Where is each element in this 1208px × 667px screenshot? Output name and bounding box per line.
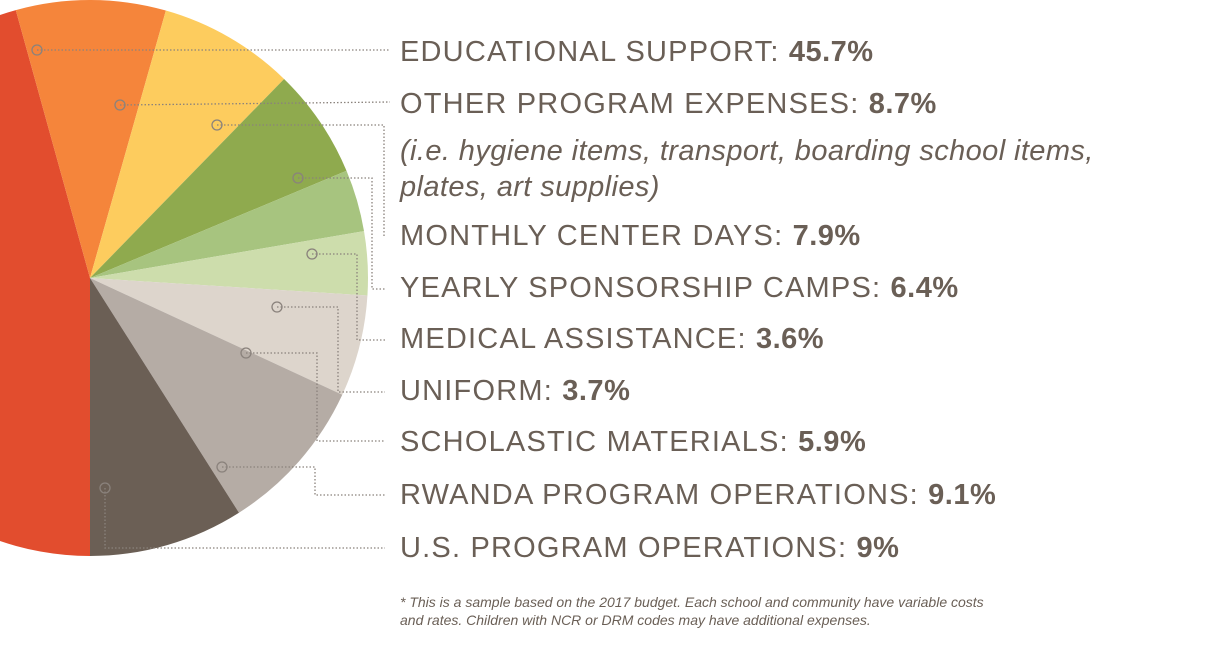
slice-label: RWANDA PROGRAM OPERATIONS:: [400, 479, 919, 511]
slice-label: MEDICAL ASSISTANCE:: [400, 323, 747, 355]
pie-slice-2: [90, 10, 285, 279]
leader-marker-0: [31, 44, 43, 56]
leader-marker-1: [114, 99, 126, 111]
slice-value: 3.6%: [755, 323, 825, 355]
slice-label: OTHER PROGRAM EXPENSES:: [400, 88, 860, 120]
slice-label: SCHOLASTIC MATERIALS:: [400, 426, 789, 458]
leader-line-7: [222, 466, 385, 496]
leader-marker-3: [292, 172, 304, 184]
slice-label: U.S. PROGRAM OPERATIONS:: [400, 532, 848, 564]
leader-marker-2: [211, 119, 223, 131]
leader-marker-4: [306, 248, 318, 260]
leader-line-6: [246, 352, 385, 442]
slice-value: 5.9%: [798, 426, 867, 458]
leader-line-2: [217, 124, 385, 237]
label-yearly-sponsorship-camps: YEARLY SPONSORSHIP CAMPS: 6.4%: [400, 274, 959, 303]
pie-slice-8: [90, 278, 239, 556]
slice-value: 3.7%: [562, 375, 631, 407]
leader-marker-7: [216, 461, 228, 473]
slice-label: UNIFORM:: [400, 375, 553, 407]
leader-line-3: [298, 177, 385, 290]
slice-value: 8.7%: [868, 88, 937, 120]
slice-value: 45.7%: [788, 36, 874, 68]
leader-marker-5: [271, 301, 283, 313]
leader-marker-8: [99, 482, 111, 494]
label-uniform: UNIFORM: 3.7%: [400, 377, 630, 406]
leader-marker-6: [240, 347, 252, 359]
label-medical-assistance: MEDICAL ASSISTANCE: 3.6%: [400, 325, 824, 354]
other-expenses-note: (i.e. hygiene items, transport, boarding…: [400, 135, 1094, 203]
pie-slice-4: [90, 170, 365, 278]
pie-slice-1: [15, 0, 166, 278]
slice-value: 7.9%: [792, 220, 861, 252]
leader-line-1: [119, 101, 391, 106]
slice-label: EDUCATIONAL SUPPORT:: [400, 36, 780, 68]
leader-lines: [31, 44, 391, 549]
pie-slice-5: [90, 231, 368, 296]
pie-slice-3: [90, 78, 347, 278]
leader-line-4: [312, 253, 385, 341]
label-monthly-center-days: MONTHLY CENTER DAYS: 7.9%: [400, 222, 861, 251]
slice-value: 9%: [856, 532, 900, 564]
pie-slice-7: [90, 278, 343, 513]
slice-value: 6.4%: [890, 272, 959, 304]
slice-label: MONTHLY CENTER DAYS:: [400, 220, 784, 252]
slice-value: 9.1%: [928, 479, 997, 511]
label-educational-support: EDUCATIONAL SUPPORT: 45.7%: [400, 38, 874, 67]
label-other-program-expenses: OTHER PROGRAM EXPENSES: 8.7%: [400, 90, 937, 119]
pie-slice-0: [0, 10, 90, 556]
label-rwanda-program-operations: RWANDA PROGRAM OPERATIONS: 9.1%: [400, 481, 996, 510]
pie-slices: [0, 0, 368, 556]
footnote: * This is a sample based on the 2017 bud…: [400, 594, 984, 628]
label-scholastic-materials: SCHOLASTIC MATERIALS: 5.9%: [400, 428, 866, 457]
label-us-program-operations: U.S. PROGRAM OPERATIONS: 9%: [400, 534, 899, 563]
slice-label: YEARLY SPONSORSHIP CAMPS:: [400, 272, 882, 304]
leader-line-8: [104, 488, 385, 549]
leader-line-5: [277, 306, 385, 393]
